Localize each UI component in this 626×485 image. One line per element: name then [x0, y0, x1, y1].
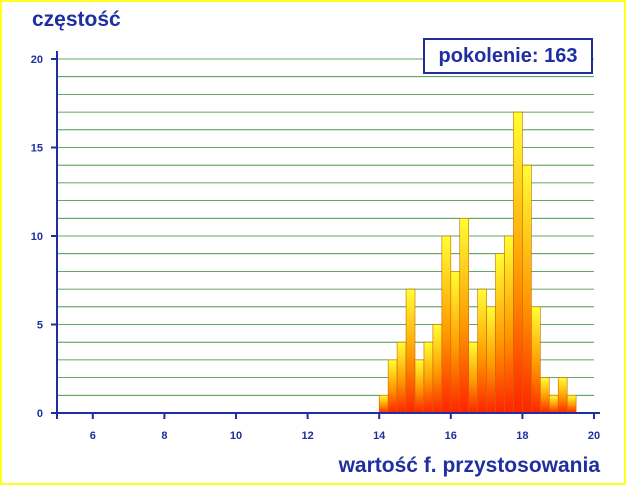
histogram-bar: [441, 235, 452, 414]
x-tick-label: 14: [373, 430, 386, 442]
histogram-bar: [378, 394, 389, 414]
histogram-bar: [477, 288, 487, 414]
bars: [378, 111, 577, 414]
generation-box: pokolenie: 163: [423, 38, 593, 74]
histogram-bar: [396, 341, 407, 414]
histogram-bar: [387, 359, 398, 414]
histogram-bar: [423, 341, 434, 414]
x-tick-label: 20: [588, 430, 600, 442]
histogram-bar: [450, 271, 461, 414]
x-axis-label: wartość f. przystosowania: [338, 454, 600, 477]
histogram-bar: [495, 253, 505, 414]
y-tick-label: 20: [31, 54, 43, 66]
histogram-bar: [459, 218, 469, 414]
histogram-bar: [414, 359, 425, 414]
generation-label: pokolenie:: [438, 44, 539, 67]
histogram-bar: [539, 377, 550, 414]
histogram-bar: [486, 306, 496, 414]
y-tick-label: 5: [37, 320, 43, 332]
x-tick-label: 12: [301, 430, 313, 442]
x-tick-label: 6: [90, 430, 96, 442]
generation-value: 163: [544, 44, 578, 67]
axes: [51, 51, 600, 419]
y-tick-label: 0: [37, 408, 43, 420]
x-tick-label: 8: [161, 430, 167, 442]
histogram-bar: [432, 324, 443, 414]
y-tick-label: 15: [31, 143, 43, 155]
histogram-bar: [504, 235, 514, 414]
grid-lines: [57, 58, 594, 396]
y-axis-label: częstość: [32, 8, 121, 31]
histogram-bar: [513, 111, 523, 414]
x-tick-label: 10: [230, 430, 242, 442]
histogram-bar: [522, 164, 532, 414]
y-tick-label: 10: [31, 231, 43, 243]
histogram-bar: [531, 306, 541, 414]
histogram-bar: [468, 341, 478, 414]
histogram-bar: [548, 394, 559, 414]
tick-labels: 0 5 10 15 20 6 8 10 12 14 16 18 20: [31, 54, 600, 442]
histogram-bar: [557, 377, 568, 414]
x-tick-label: 16: [445, 430, 457, 442]
histogram-bar: [566, 394, 577, 414]
histogram-bar: [405, 288, 416, 414]
x-tick-label: 18: [516, 430, 528, 442]
